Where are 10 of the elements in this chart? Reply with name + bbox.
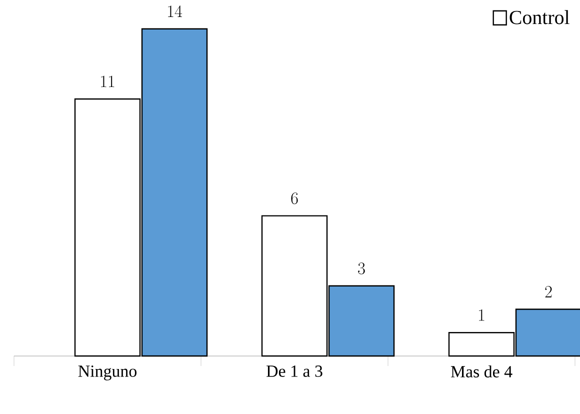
data-label: 14 [168,5,182,17]
data-label: 2 [545,286,552,298]
x-tick-label: De 1 a 3 [266,366,322,377]
x-tick-label: Ninguno [78,366,136,380]
data-label: 1 [479,309,484,321]
data-label: 11 [101,76,114,88]
x-tick-label: Mas de 4 [450,366,512,378]
legend-label: Control [510,10,570,24]
data-label: 3 [358,262,365,274]
data-label: 6 [291,192,298,204]
